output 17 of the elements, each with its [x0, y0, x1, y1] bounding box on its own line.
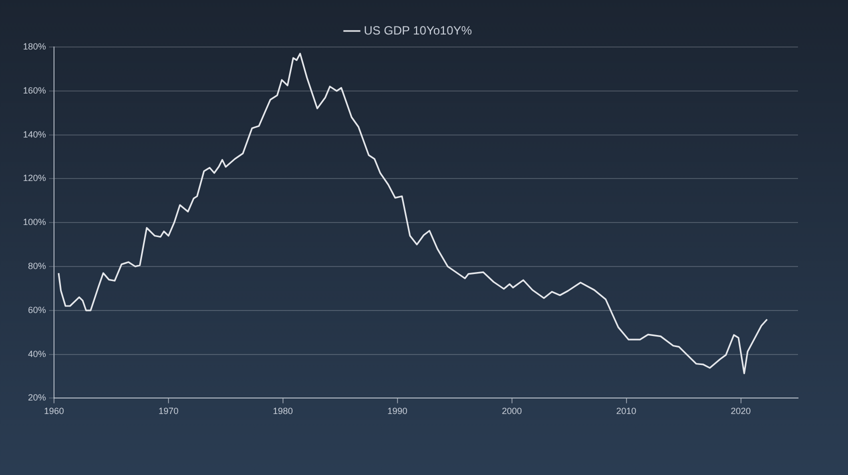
y-tick-label: 100% — [22, 217, 46, 228]
y-tick-label: 140% — [22, 129, 46, 140]
y-tick-label: 180% — [22, 41, 46, 52]
y-tick-label: 20% — [28, 392, 46, 403]
x-tick-label: 1980 — [272, 406, 293, 416]
y-tick-label: 80% — [28, 260, 46, 271]
x-tick-label: 2000 — [502, 406, 522, 416]
legend-label: US GDP 10Yo10Y% — [364, 23, 472, 38]
x-tick-label: 1970 — [158, 406, 178, 416]
y-tick-label: 60% — [28, 304, 46, 315]
y-tick-label: 120% — [22, 173, 46, 184]
y-tick-label: 40% — [28, 348, 46, 359]
x-tick-label: 2020 — [730, 406, 751, 416]
x-tick-label: 1990 — [387, 406, 408, 416]
x-tick-label: 2010 — [616, 406, 636, 416]
y-tick-label: 160% — [22, 85, 46, 96]
x-tick-label: 1960 — [44, 406, 64, 416]
